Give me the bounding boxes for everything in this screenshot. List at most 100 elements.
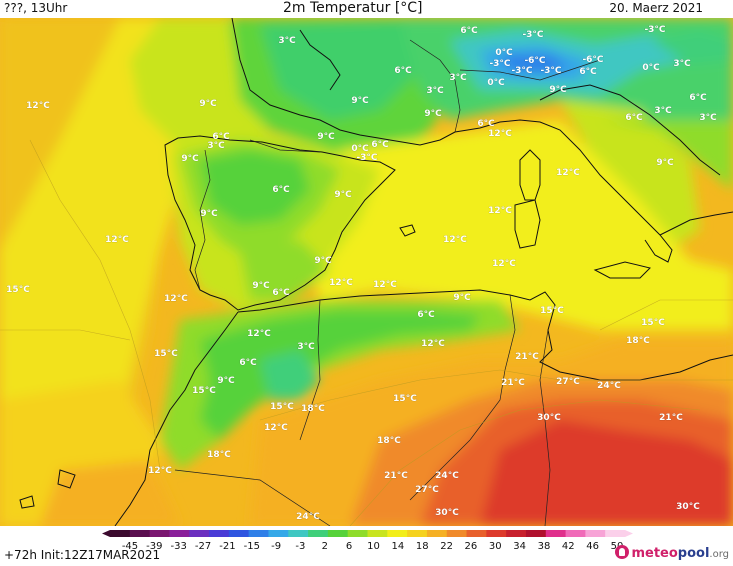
temperature-label: 9°C [549,85,567,95]
legend-tick-label: -39 [146,541,162,552]
temperature-label: 15°C [192,386,216,396]
temperature-label: 3°C [426,86,444,96]
temperature-label: 6°C [239,358,257,368]
temperature-label: 9°C [453,293,471,303]
legend-tick-label: 6 [346,541,352,552]
legend-tick-label: 14 [392,541,405,552]
forecast-date: 20. Maerz 2021 [609,1,703,15]
temperature-label: 9°C [252,281,270,291]
legend-color-swatch [228,530,250,537]
legend-color-swatch [347,530,368,537]
temperature-label: 9°C [200,209,218,219]
temperature-label: 18°C [626,336,650,346]
legend-color-swatch [486,530,507,537]
temperature-label: 6°C [371,140,389,150]
legend-color-swatch [387,530,408,537]
legend-tick-label: 26 [465,541,478,552]
temperature-label: -3°C [540,66,561,76]
temperature-label: 9°C [656,158,674,168]
temperature-label: 30°C [676,502,700,512]
temperature-label: 0°C [351,144,369,154]
temperature-label: 15°C [270,402,294,412]
legend-tick-label: -15 [244,541,260,552]
forecast-init-label: +72h Init:12Z17MAR2021 [4,548,161,562]
temperature-label: 6°C [394,66,412,76]
temperature-label: 12°C [488,129,512,139]
country-borders [174,39,601,526]
legend-color-swatch [525,530,547,537]
temperature-label: 12°C [105,235,129,245]
legend-max-arrow [625,530,633,537]
legend-color-swatch [248,530,269,537]
temperature-label: 21°C [384,471,408,481]
legend-color-swatch [110,530,131,537]
logo-text-accent: pool [677,546,710,561]
logo-text-main: meteo [631,546,678,561]
meteopool-logo[interactable]: meteopool.org [615,545,729,561]
temperature-label: 15°C [393,394,417,404]
temperature-label: 15°C [641,318,665,328]
legend-tick-label: -33 [171,541,187,552]
temperature-label: 18°C [377,436,401,446]
temperature-label: 3°C [449,73,467,83]
temperature-label: 21°C [515,352,539,362]
legend-color-swatch [367,530,388,537]
temperature-label: 12°C [164,294,188,304]
temperature-label: 9°C [199,99,217,109]
run-label: ???, 13Uhr [4,1,68,15]
temperature-label: 9°C [351,96,369,106]
temperature-label: 6°C [212,132,230,142]
temperature-field [0,18,733,526]
legend-color-bar [102,530,633,537]
legend-tick-label: 30 [489,541,502,552]
legend-tick-label: 22 [440,541,453,552]
legend-tick-label: 18 [416,541,429,552]
temperature-label: 9°C [334,190,352,200]
temperature-label: 12°C [373,280,397,290]
temperature-label: 6°C [625,113,643,123]
temperature-label: 27°C [556,377,580,387]
temperature-label: 12°C [148,466,172,476]
legend-color-swatch [506,530,527,537]
legend-tick-label: -3 [295,541,305,552]
legend-tick-label: -9 [271,541,281,552]
temperature-label: 0°C [642,63,660,73]
isotherms [0,139,733,526]
temperature-label: 6°C [689,93,707,103]
temperature-label: 12°C [247,329,271,339]
legend-color-swatch [308,530,329,537]
temperature-map: 3°C6°C -3°C-3°C0°C-3°C -6°C -6°C 3°C-3°C -3°C… [0,18,733,526]
logo-text-tld: .org [709,549,729,560]
color-scale-legend: -45 -39 -33 -27 -21 -15 -9 -3 2 6 10 14 18 22 26 30 34 38… [102,530,633,552]
legend-tick-label: -21 [219,541,235,552]
temperature-label: -3°C [511,66,532,76]
legend-color-swatch [149,530,170,537]
legend-tick-label: -27 [195,541,211,552]
temperature-label: 12°C [264,423,288,433]
temperature-label: 12°C [492,259,516,269]
temperature-label: -3°C [489,59,510,69]
temperature-label: 12°C [421,339,445,349]
legend-tick-label: 46 [586,541,599,552]
legend-tick-label: 42 [562,541,575,552]
map-title: 2m Temperatur [°C] [283,0,423,16]
legend-color-swatch [268,530,289,537]
temperature-label: 6°C [272,185,290,195]
temperature-label: 3°C [699,113,717,123]
legend-tick-label: 34 [513,541,526,552]
temperature-label: 9°C [181,154,199,164]
temperature-label: 24°C [597,381,621,391]
temperature-label: 24°C [296,512,320,522]
temperature-label: 18°C [301,404,325,414]
legend-tick-label: -45 [122,541,138,552]
temperature-label: 12°C [329,278,353,288]
temperature-label: 9°C [217,376,235,386]
temperature-label: 18°C [207,450,231,460]
legend-min-arrow [102,530,110,537]
temperature-label: 0°C [487,78,505,88]
legend-color-swatch [565,530,586,537]
temperature-label: -3°C [644,25,665,35]
temperature-label: 24°C [435,471,459,481]
temperature-label: -6°C [524,56,545,66]
temperature-label: 6°C [272,288,290,298]
